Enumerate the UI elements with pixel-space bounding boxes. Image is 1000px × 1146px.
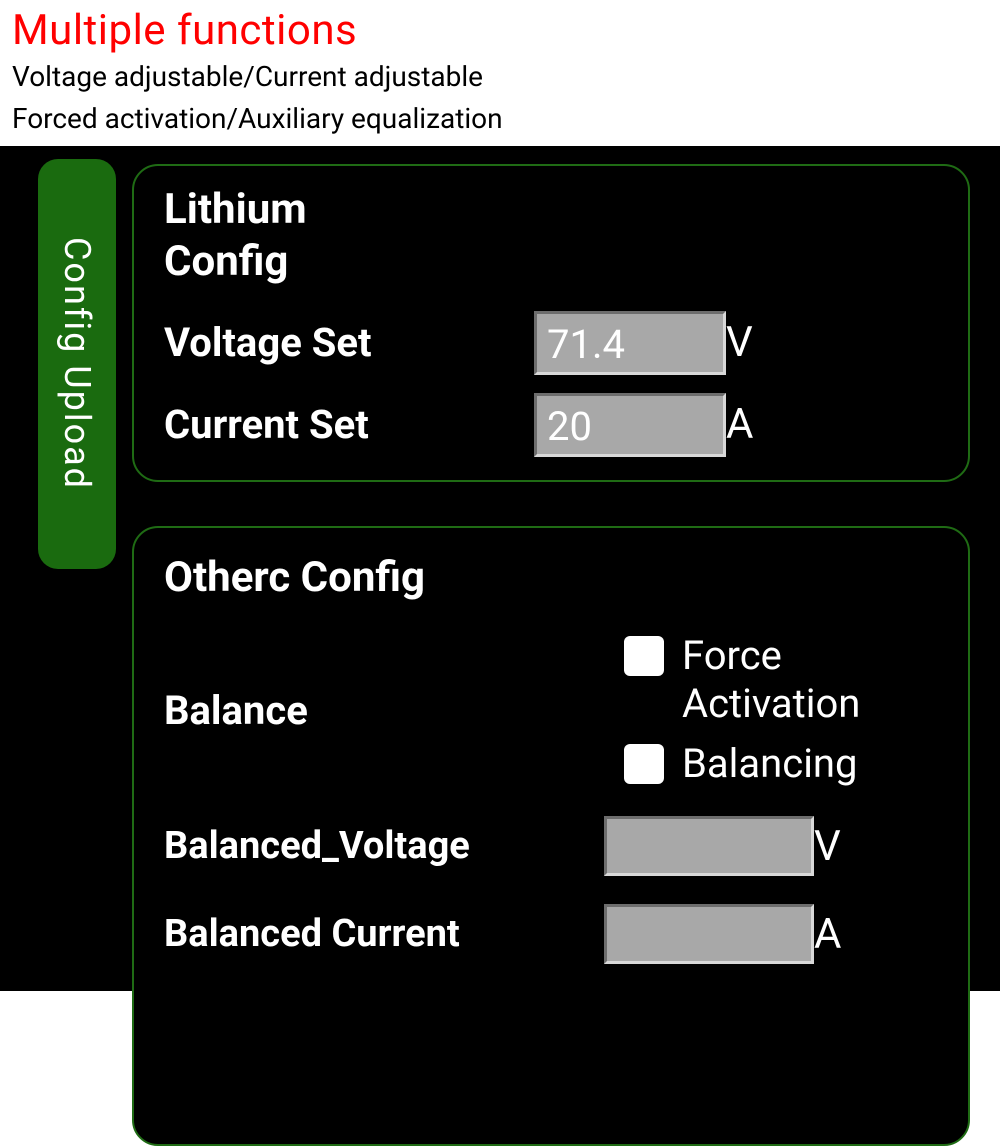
balanced-current-row: Balanced Current A [164, 904, 940, 964]
current-set-label: Current Set [164, 401, 534, 448]
voltage-set-row: Voltage Set 71.4 V [164, 311, 940, 375]
balanced-voltage-label: Balanced_Voltage [164, 824, 604, 868]
balancing-check[interactable]: Balancing [624, 740, 940, 788]
current-set-input[interactable]: 20 [534, 393, 726, 457]
checkbox-icon [624, 744, 664, 784]
voltage-set-label: Voltage Set [164, 319, 534, 366]
lithium-config-title: Lithium Config [164, 184, 940, 289]
header-subline-2: Forced activation/Auxiliary equalization [12, 100, 988, 138]
app-screen: Config Upload Lithium Config Voltage Set… [0, 146, 1000, 991]
checkbox-icon [624, 636, 664, 676]
header: Multiple functions Voltage adjustable/Cu… [0, 0, 1000, 146]
balance-label: Balance [164, 687, 624, 734]
balanced-current-label: Balanced Current [164, 912, 604, 956]
force-activation-check[interactable]: Force Activation [624, 632, 940, 728]
other-config-panel: Otherc Config Balance Force Activation B… [132, 526, 970, 1146]
current-set-unit: A [726, 400, 753, 449]
config-upload-tab-label: Config Upload [56, 237, 98, 490]
balance-row: Balance Force Activation Balancing [164, 632, 940, 788]
header-subline-1: Voltage adjustable/Current adjustable [12, 58, 988, 96]
lithium-config-panel: Lithium Config Voltage Set 71.4 V Curren… [132, 164, 970, 482]
voltage-set-unit: V [726, 318, 753, 367]
current-set-row: Current Set 20 A [164, 393, 940, 457]
balanced-voltage-input[interactable] [604, 816, 814, 876]
header-title: Multiple functions [12, 8, 988, 54]
balanced-current-input[interactable] [604, 904, 814, 964]
other-config-title: Otherc Config [164, 552, 940, 605]
balanced-current-unit: A [814, 910, 841, 959]
force-activation-label: Force Activation [682, 632, 940, 728]
balanced-voltage-unit: V [814, 822, 841, 871]
balancing-label: Balancing [682, 740, 857, 788]
balanced-voltage-row: Balanced_Voltage V [164, 816, 940, 876]
config-upload-tab[interactable]: Config Upload [38, 159, 116, 569]
voltage-set-input[interactable]: 71.4 [534, 311, 726, 375]
